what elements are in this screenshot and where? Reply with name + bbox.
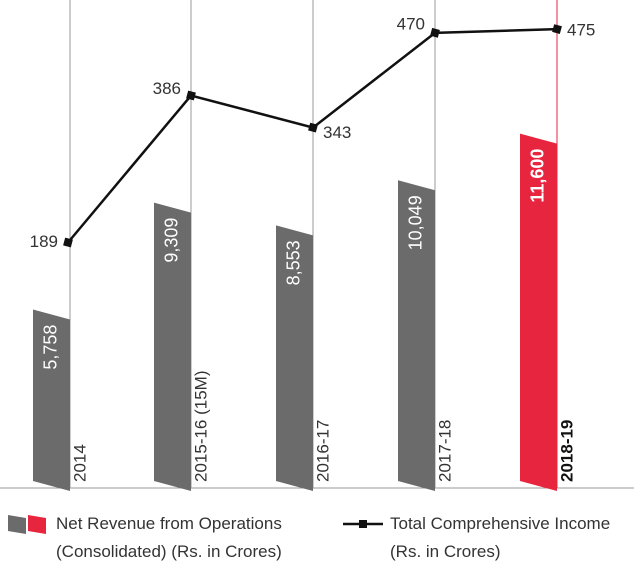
legend-swatch <box>28 515 46 534</box>
line-value-label: 470 <box>397 14 425 33</box>
bar <box>33 309 70 491</box>
bar-value-label: 9,309 <box>161 218 181 263</box>
category-label: 2015-16 (15M) <box>191 370 210 482</box>
line-value-label: 189 <box>30 232 58 251</box>
line-value-label: 475 <box>567 21 595 40</box>
bar <box>154 202 191 491</box>
line-marker <box>186 90 196 101</box>
legend-label: Total Comprehensive Income (Rs. in Crore… <box>390 514 611 561</box>
category-label: 2017-18 <box>435 420 454 482</box>
line-value-label: 386 <box>153 79 181 98</box>
legend-swatch <box>8 515 26 534</box>
line-value-label: 343 <box>323 123 351 142</box>
legend-label: Net Revenue from Operations (Consolidate… <box>56 514 282 561</box>
bar-value-label: 10,049 <box>405 195 425 250</box>
line-marker <box>430 27 440 38</box>
bar-value-label: 11,600 <box>527 149 547 203</box>
legend-marker <box>359 520 367 528</box>
category-label: 2018-19 <box>557 420 576 482</box>
category-label: 2014 <box>70 444 89 482</box>
line-marker <box>308 122 318 133</box>
bar <box>276 225 313 492</box>
line-marker <box>552 24 562 34</box>
line-marker <box>63 237 73 248</box>
bar-value-label: 5,758 <box>40 325 60 370</box>
bar <box>520 133 557 491</box>
category-label: 2016-17 <box>313 420 332 482</box>
bar-value-label: 8,553 <box>283 240 303 285</box>
bar <box>398 180 435 492</box>
